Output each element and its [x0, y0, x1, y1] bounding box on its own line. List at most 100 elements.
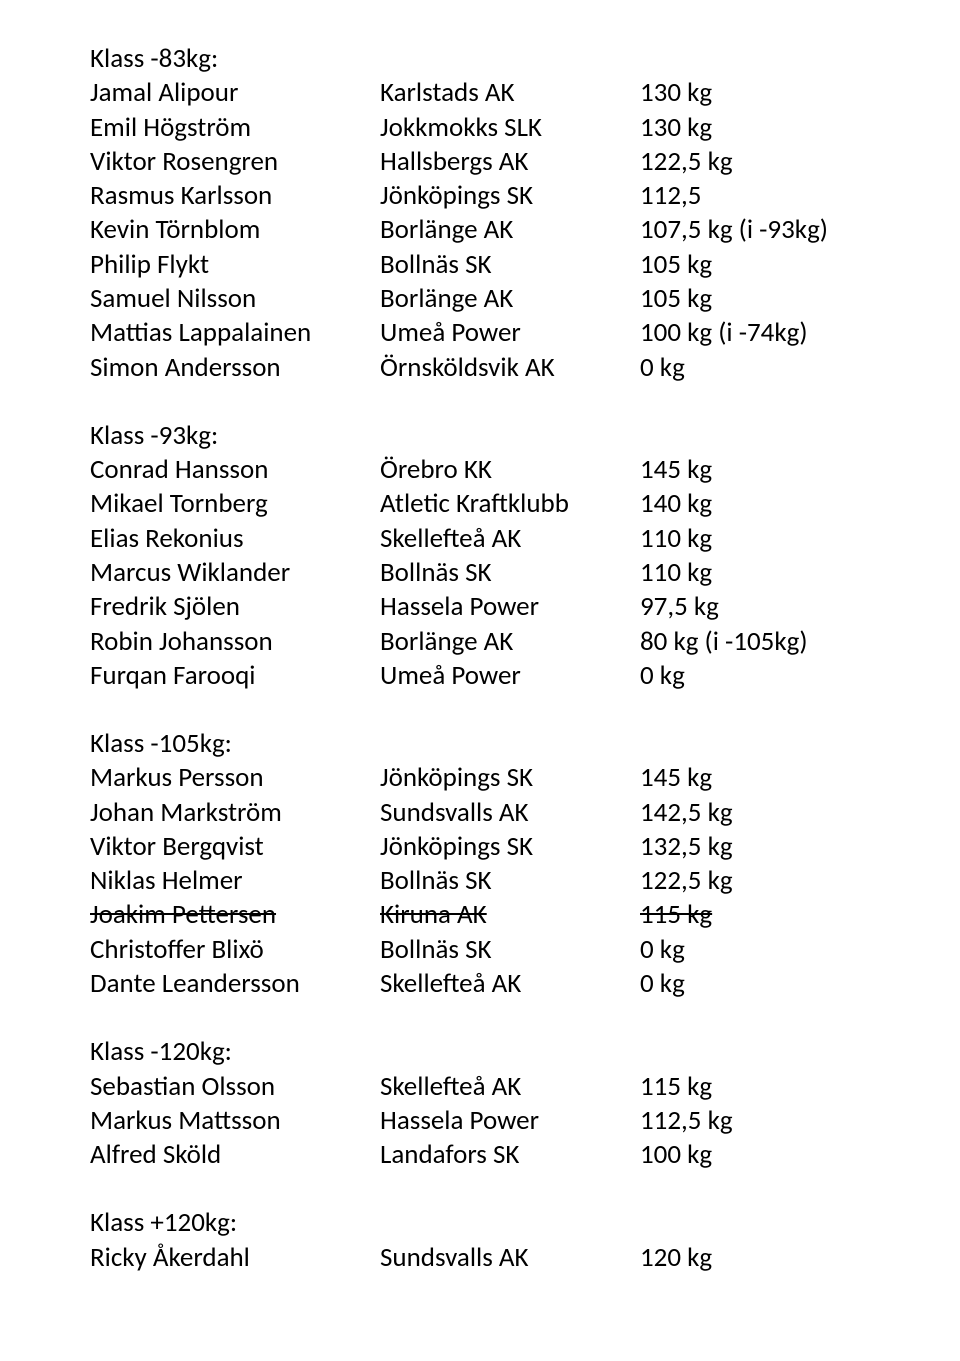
- weight-value: 140 kg: [640, 487, 870, 521]
- weight-value: 110 kg: [640, 522, 870, 556]
- club-name: Karlstads AK: [380, 76, 640, 110]
- lifter-name: Jamal Alipour: [90, 76, 380, 110]
- weight-value: 130 kg: [640, 111, 870, 145]
- weight-value: 0 kg: [640, 351, 870, 385]
- club-name: Kiruna AK: [380, 898, 640, 932]
- weight-value: 105 kg: [640, 248, 870, 282]
- lifter-name: Ricky Åkerdahl: [90, 1241, 380, 1275]
- lifter-name: Johan Markström: [90, 796, 380, 830]
- result-row: Markus PerssonJönköpings SK145 kg: [90, 761, 870, 795]
- result-row: Mikael TornbergAtletic Kraftklubb140 kg: [90, 487, 870, 521]
- weight-value: 0 kg: [640, 933, 870, 967]
- result-row: Simon AnderssonÖrnsköldsvik AK0 kg: [90, 351, 870, 385]
- result-row: Marcus WiklanderBollnäs SK110 kg: [90, 556, 870, 590]
- result-row: Johan MarkströmSundsvalls AK142,5 kg: [90, 796, 870, 830]
- result-row: Christoffer BlixöBollnäs SK0 kg: [90, 933, 870, 967]
- weight-class-header: Klass -93kg:: [90, 419, 870, 453]
- weight-value: 145 kg: [640, 453, 870, 487]
- result-row: Robin JohanssonBorlänge AK80 kg (i -105k…: [90, 625, 870, 659]
- result-row: Viktor BergqvistJönköpings SK132,5 kg: [90, 830, 870, 864]
- lifter-name: Joakim Pettersen: [90, 898, 380, 932]
- lifter-name: Conrad Hansson: [90, 453, 380, 487]
- lifter-name: Rasmus Karlsson: [90, 179, 380, 213]
- result-row: Sebastian OlssonSkellefteå AK115 kg: [90, 1070, 870, 1104]
- club-name: Jokkmokks SLK: [380, 111, 640, 145]
- lifter-name: Markus Persson: [90, 761, 380, 795]
- lifter-name: Furqan Farooqi: [90, 659, 380, 693]
- result-row: Emil HögströmJokkmokks SLK130 kg: [90, 111, 870, 145]
- weight-value: 80 kg (i -105kg): [640, 625, 870, 659]
- weight-class-header: Klass -120kg:: [90, 1035, 870, 1069]
- result-row: Markus MattssonHassela Power112,5 kg: [90, 1104, 870, 1138]
- page: Klass -83kg:Jamal AlipourKarlstads AK130…: [0, 0, 960, 1361]
- weight-value: 112,5 kg: [640, 1104, 870, 1138]
- result-row: Furqan FarooqiUmeå Power0 kg: [90, 659, 870, 693]
- result-row: Ricky ÅkerdahlSundsvalls AK120 kg: [90, 1241, 870, 1275]
- club-name: Bollnäs SK: [380, 864, 640, 898]
- weight-class-group: Klass -93kg:Conrad HanssonÖrebro KK145 k…: [90, 419, 870, 693]
- result-row: Samuel NilssonBorlänge AK105 kg: [90, 282, 870, 316]
- result-row: Viktor RosengrenHallsbergs AK122,5 kg: [90, 145, 870, 179]
- club-name: Örnsköldsvik AK: [380, 351, 640, 385]
- club-name: Atletic Kraftklubb: [380, 487, 640, 521]
- lifter-name: Kevin Törnblom: [90, 213, 380, 247]
- lifter-name: Simon Andersson: [90, 351, 380, 385]
- result-row: Philip FlyktBollnäs SK105 kg: [90, 248, 870, 282]
- result-row: Conrad HanssonÖrebro KK145 kg: [90, 453, 870, 487]
- weight-class-group: Klass -105kg:Markus PerssonJönköpings SK…: [90, 727, 870, 1001]
- club-name: Bollnäs SK: [380, 556, 640, 590]
- weight-value: 115 kg: [640, 1070, 870, 1104]
- result-row: Fredrik SjölenHassela Power97,5 kg: [90, 590, 870, 624]
- weight-value: 132,5 kg: [640, 830, 870, 864]
- club-name: Hallsbergs AK: [380, 145, 640, 179]
- club-name: Hassela Power: [380, 590, 640, 624]
- club-name: Jönköpings SK: [380, 761, 640, 795]
- lifter-name: Fredrik Sjölen: [90, 590, 380, 624]
- weight-value: 130 kg: [640, 76, 870, 110]
- weight-class-group: Klass -83kg:Jamal AlipourKarlstads AK130…: [90, 42, 870, 385]
- weight-class-group: Klass -120kg:Sebastian OlssonSkellefteå …: [90, 1035, 870, 1172]
- weight-value: 142,5 kg: [640, 796, 870, 830]
- result-row: Jamal AlipourKarlstads AK130 kg: [90, 76, 870, 110]
- result-row: Mattias LappalainenUmeå Power100 kg (i -…: [90, 316, 870, 350]
- result-row: Kevin TörnblomBorlänge AK107,5 kg (i -93…: [90, 213, 870, 247]
- club-name: Jönköpings SK: [380, 179, 640, 213]
- result-row: Dante LeanderssonSkellefteå AK0 kg: [90, 967, 870, 1001]
- weight-value: 97,5 kg: [640, 590, 870, 624]
- weight-value: 105 kg: [640, 282, 870, 316]
- lifter-name: Alfred Sköld: [90, 1138, 380, 1172]
- club-name: Sundsvalls AK: [380, 1241, 640, 1275]
- weight-class-header: Klass -83kg:: [90, 42, 870, 76]
- weight-value: 112,5: [640, 179, 870, 213]
- weight-class-header: Klass -105kg:: [90, 727, 870, 761]
- lifter-name: Samuel Nilsson: [90, 282, 380, 316]
- weight-value: 0 kg: [640, 967, 870, 1001]
- weight-value: 122,5 kg: [640, 145, 870, 179]
- club-name: Skellefteå AK: [380, 1070, 640, 1104]
- weight-value: 145 kg: [640, 761, 870, 795]
- result-row: Elias RekoniusSkellefteå AK110 kg: [90, 522, 870, 556]
- lifter-name: Christoffer Blixö: [90, 933, 380, 967]
- club-name: Umeå Power: [380, 659, 640, 693]
- lifter-name: Robin Johansson: [90, 625, 380, 659]
- lifter-name: Mattias Lappalainen: [90, 316, 380, 350]
- club-name: Borlänge AK: [380, 213, 640, 247]
- club-name: Landafors SK: [380, 1138, 640, 1172]
- lifter-name: Philip Flykt: [90, 248, 380, 282]
- weight-class-header: Klass +120kg:: [90, 1206, 870, 1240]
- lifter-name: Dante Leandersson: [90, 967, 380, 1001]
- result-row: Rasmus KarlssonJönköpings SK112,5: [90, 179, 870, 213]
- weight-value: 110 kg: [640, 556, 870, 590]
- lifter-name: Marcus Wiklander: [90, 556, 380, 590]
- result-row: Alfred SköldLandafors SK100 kg: [90, 1138, 870, 1172]
- club-name: Umeå Power: [380, 316, 640, 350]
- weight-value: 0 kg: [640, 659, 870, 693]
- club-name: Hassela Power: [380, 1104, 640, 1138]
- weight-value: 120 kg: [640, 1241, 870, 1275]
- lifter-name: Mikael Tornberg: [90, 487, 380, 521]
- club-name: Bollnäs SK: [380, 933, 640, 967]
- club-name: Skellefteå AK: [380, 522, 640, 556]
- result-row: Niklas HelmerBollnäs SK122,5 kg: [90, 864, 870, 898]
- club-name: Borlänge AK: [380, 625, 640, 659]
- club-name: Jönköpings SK: [380, 830, 640, 864]
